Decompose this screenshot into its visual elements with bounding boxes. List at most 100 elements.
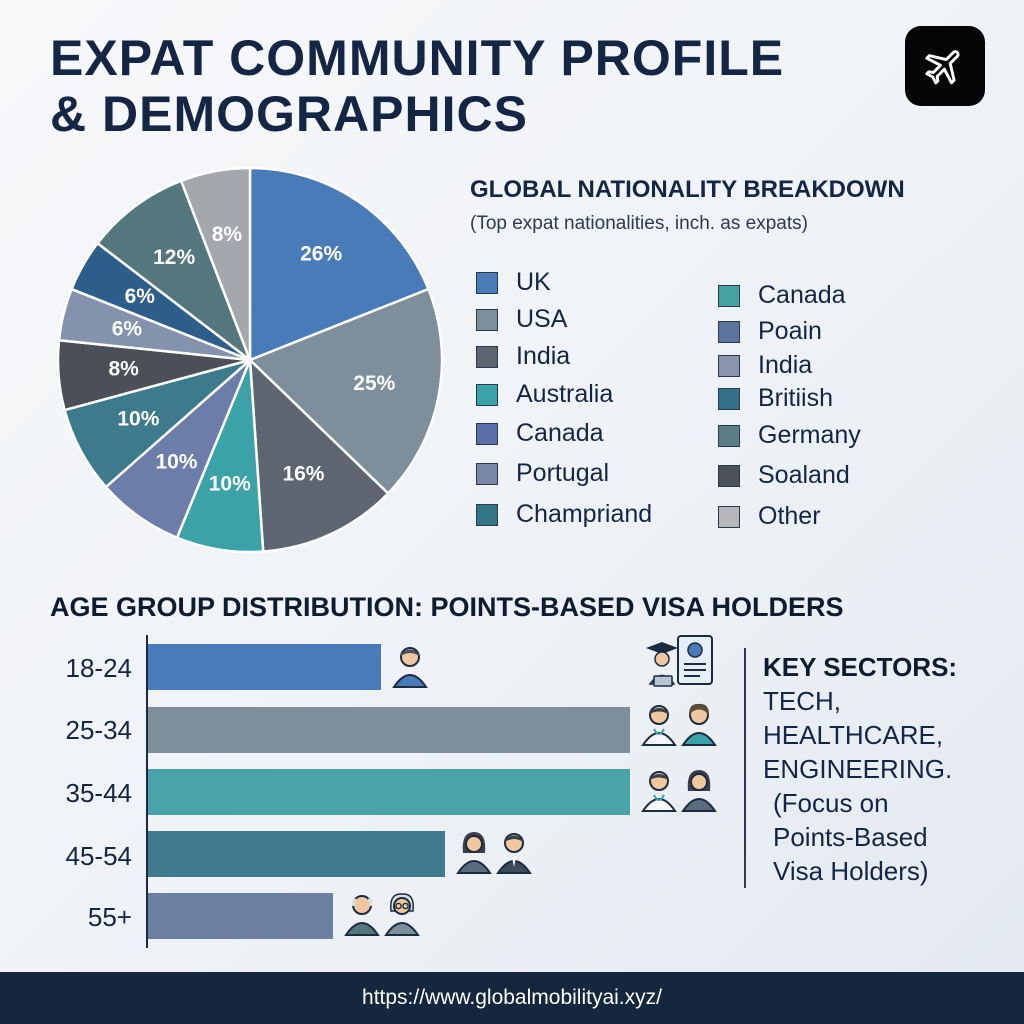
sectors-note: (Focus on	[773, 788, 889, 818]
pie-slice-label: 6%	[125, 285, 156, 308]
legend-swatch	[476, 503, 498, 526]
legend-swatch	[718, 284, 740, 307]
nurse-icon	[680, 701, 718, 752]
pie-slice-label: 6%	[112, 317, 143, 340]
age-chart-title: AGE GROUP DISTRIBUTION: POINTS-BASED VIS…	[50, 592, 844, 622]
person-icon	[391, 643, 429, 694]
age-label: 35-44	[65, 778, 133, 808]
legend-item: Australia	[476, 380, 613, 409]
age-icons	[391, 643, 429, 694]
legend-item: Britiish	[718, 384, 833, 413]
sectors-heading: KEY SECTORS:	[763, 652, 958, 682]
legend-label: Poain	[758, 317, 822, 345]
legend-label: India	[758, 351, 813, 379]
legend-item: Champriand	[476, 500, 652, 529]
woman-icon	[455, 829, 493, 880]
age-bar	[148, 893, 333, 939]
title-line-1: EXPAT COMMUNITY PROFILE	[50, 30, 785, 86]
pie-slice	[95, 179, 253, 364]
pie-slice-label: 16%	[282, 462, 324, 485]
pie-slice-label: 25%	[353, 372, 395, 395]
legend-label: Germany	[758, 421, 861, 449]
doctor-icon	[640, 767, 678, 818]
pie-slice	[179, 166, 252, 361]
man-icon	[495, 829, 533, 880]
age-icons	[640, 767, 718, 818]
legend-title: GLOBAL NATIONALITY BREAKDOWN	[470, 176, 905, 203]
sector-line: ENGINEERING.	[763, 754, 953, 784]
pie-slice-label: 10%	[209, 473, 251, 496]
legend-label: Other	[758, 502, 821, 530]
legend-item: Germany	[718, 421, 861, 450]
legend-swatch	[476, 271, 498, 294]
legend-subtitle: (Top expat nationalities, inch. as expat…	[470, 213, 808, 234]
page-title: EXPAT COMMUNITY PROFILE & DEMOGRAPHICS	[50, 30, 784, 142]
pie-slice	[248, 356, 390, 553]
footer: https://www.globalmobilityai.xyz/	[0, 972, 1024, 1024]
pie-slice	[247, 287, 444, 496]
age-label: 55+	[87, 902, 132, 932]
graduate-certificate-icon	[646, 635, 713, 687]
legend-item: UK	[476, 268, 551, 297]
elder-woman-icon	[383, 891, 421, 942]
sector-line: TECH,	[763, 686, 841, 716]
age-bar	[148, 707, 630, 753]
legend-label: Portugal	[516, 459, 610, 487]
legend-label: Champriand	[516, 500, 653, 528]
legend-swatch	[718, 464, 740, 487]
legend-swatch	[476, 422, 498, 445]
title-line-2: & DEMOGRAPHICS	[50, 86, 528, 142]
sectors-note: Visa Holders)	[773, 856, 929, 886]
legend-item: USA	[476, 305, 567, 334]
footer-link[interactable]: https://www.globalmobilityai.xyz/	[362, 986, 662, 1009]
age-bar	[148, 769, 630, 815]
legend-swatch	[718, 387, 740, 410]
legend-item: Canada	[476, 419, 604, 448]
pie-slice-label: 10%	[155, 451, 197, 474]
legend-label: Canada	[758, 281, 846, 309]
legend-label: USA	[516, 305, 568, 333]
legend-label: UK	[516, 268, 551, 296]
age-icons	[640, 701, 718, 752]
legend-item: Soaland	[718, 461, 850, 490]
nationality-pie-chart: 26% 25% 16% 10% 10% 10% 8% 6% 6% 12% 8%	[56, 166, 444, 554]
pie-slice-label: 12%	[153, 246, 195, 269]
legend-item: Portugal	[476, 459, 609, 488]
legend-label: India	[516, 342, 571, 370]
pie-slice-label: 8%	[212, 223, 243, 246]
legend-swatch	[718, 424, 740, 447]
legend-item: India	[476, 342, 570, 371]
woman-icon	[680, 767, 718, 818]
doctor-icon	[640, 701, 678, 752]
age-label: 25-34	[65, 715, 133, 745]
pie-slice	[248, 166, 431, 362]
legend-swatch	[476, 308, 498, 331]
legend-item: Poain	[718, 317, 822, 346]
age-icons	[343, 891, 421, 942]
legend-label: Australia	[516, 380, 614, 408]
age-bar	[148, 831, 445, 877]
legend-swatch	[476, 345, 498, 368]
legend-item: Other	[718, 502, 821, 531]
age-axis-line	[146, 635, 148, 948]
legend-item: India	[718, 351, 812, 380]
legend-label: Soaland	[758, 461, 850, 489]
age-icons	[455, 829, 533, 880]
pie-slice-label: 26%	[300, 243, 342, 266]
age-label: 18-24	[65, 653, 133, 683]
elder-man-icon	[343, 891, 381, 942]
sectors-divider	[744, 648, 746, 888]
pie-slice-label: 8%	[109, 358, 140, 381]
sectors-note: Points-Based	[773, 822, 928, 852]
pie-slice-label: 10%	[117, 408, 159, 431]
age-bar	[148, 644, 381, 690]
airplane-button[interactable]	[905, 26, 985, 106]
legend-swatch	[476, 383, 498, 406]
legend-label: Canada	[516, 419, 604, 447]
legend-label: Britiish	[758, 384, 834, 412]
legend-swatch	[718, 320, 740, 343]
legend-item: Canada	[718, 281, 846, 310]
age-label: 45-54	[65, 841, 133, 871]
key-sectors: KEY SECTORS: TECH, HEALTHCARE, ENGINEERI…	[763, 650, 957, 888]
legend-swatch	[718, 505, 740, 528]
